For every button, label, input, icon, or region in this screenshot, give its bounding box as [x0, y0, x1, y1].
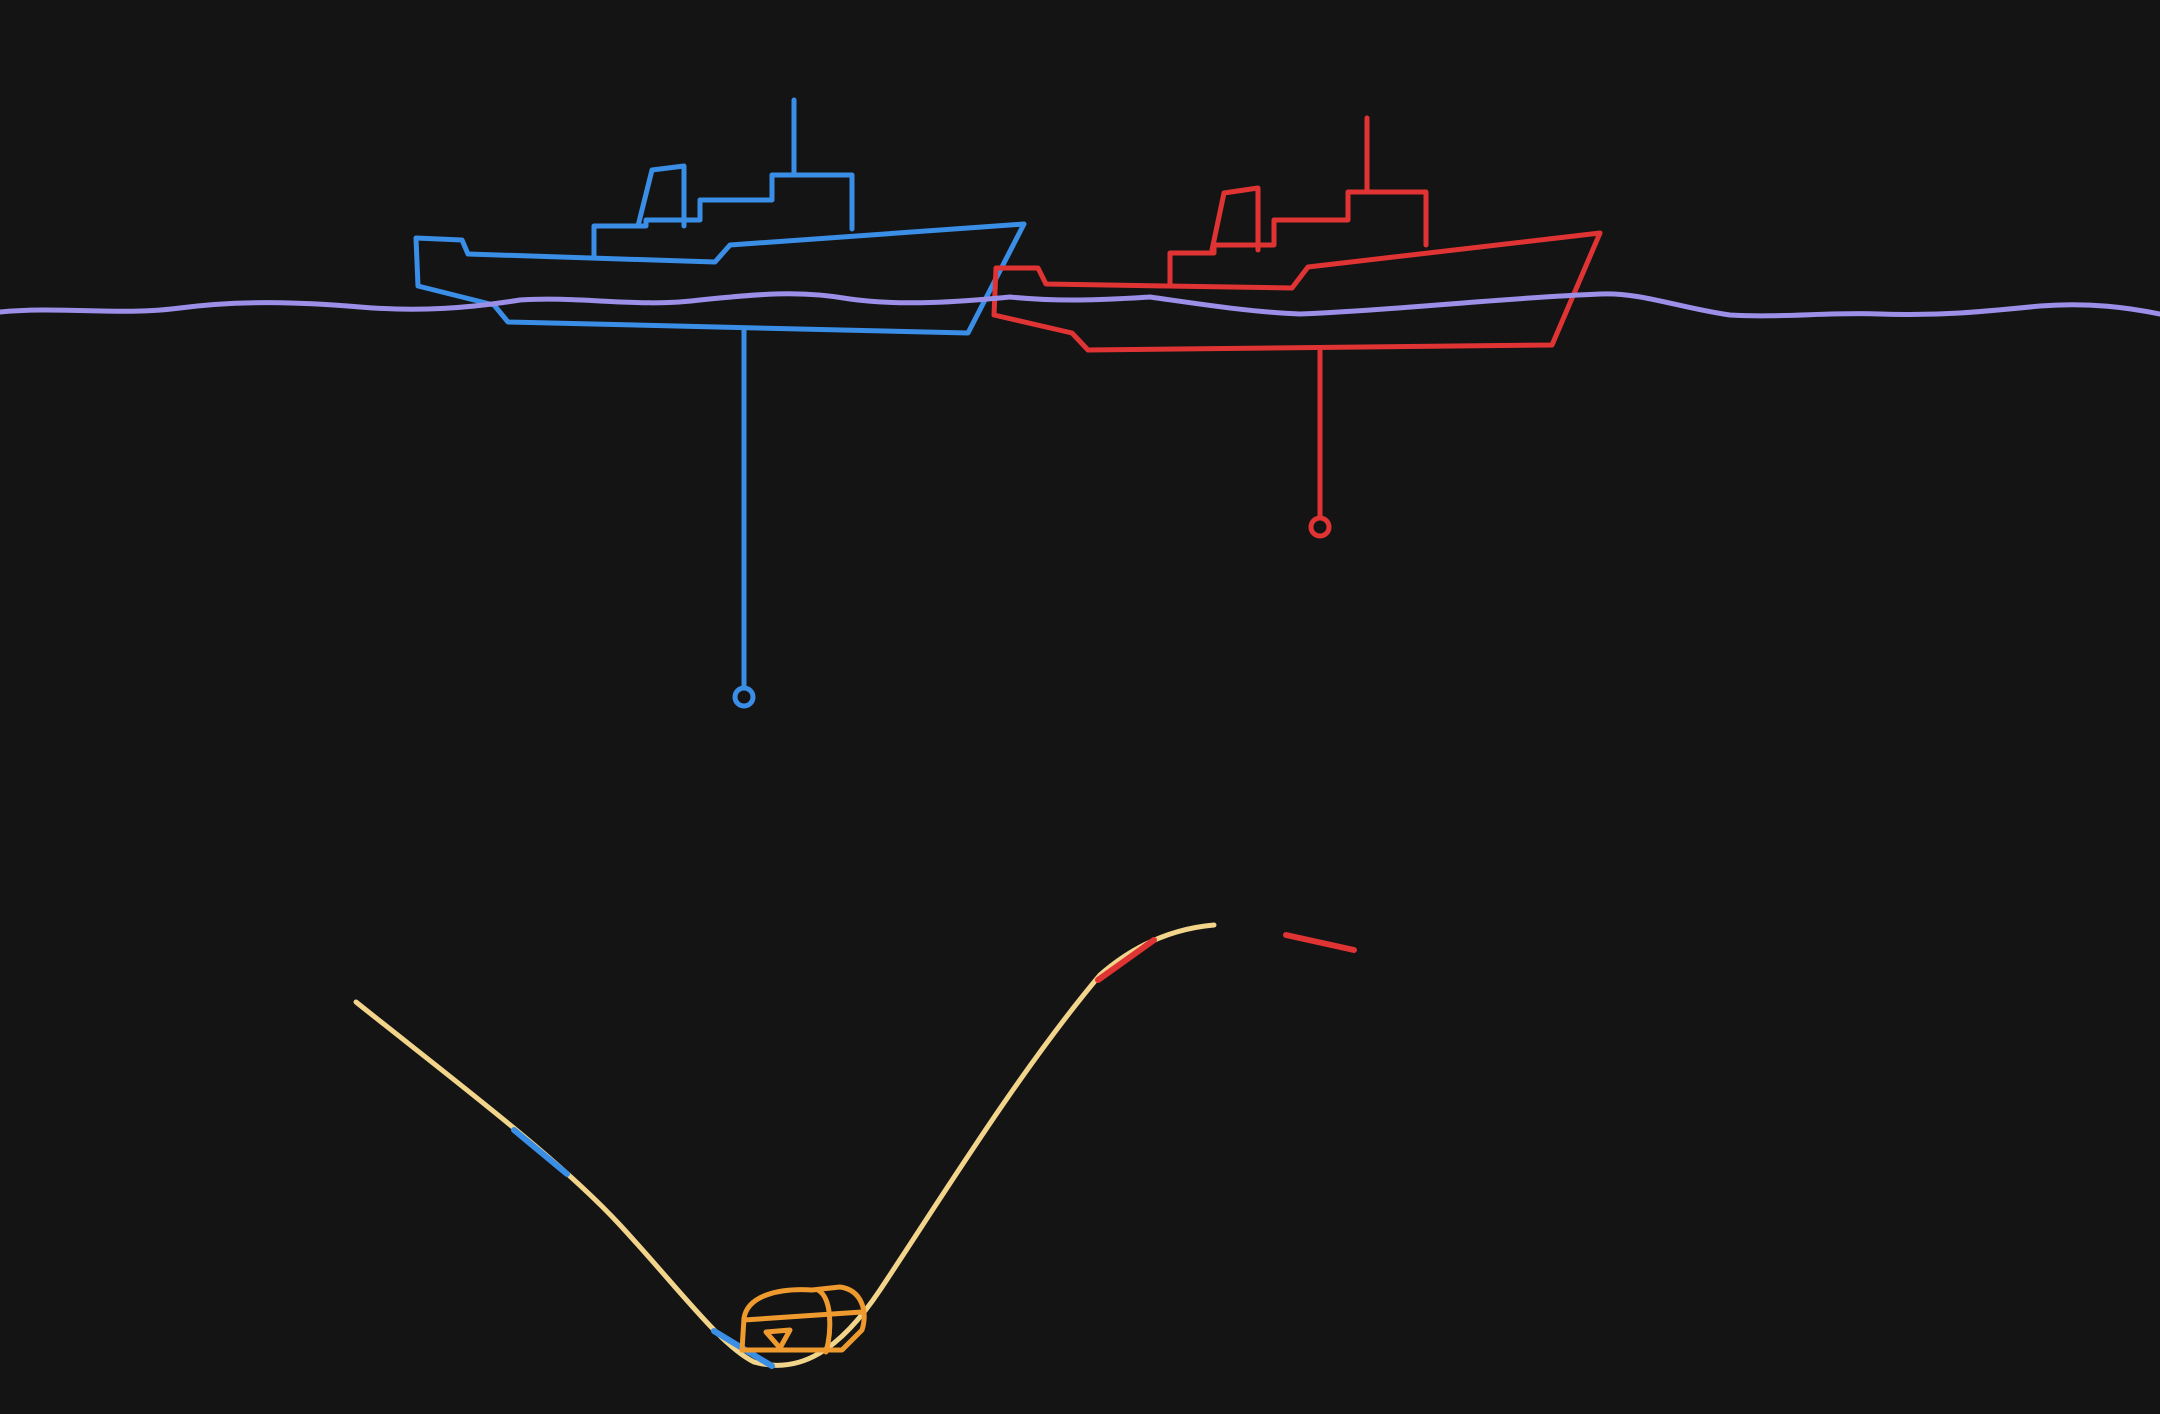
red-floor-marker-detached — [1283, 932, 1357, 953]
blue-sonar-endpoint — [732, 685, 756, 709]
water-surface-line — [0, 291, 2160, 319]
blue-ship-deckhouse — [591, 172, 855, 260]
red-ship-icon — [991, 115, 1603, 353]
chest-body — [739, 1284, 867, 1353]
seafloor-curve — [353, 922, 1217, 1368]
chest-lock — [763, 1327, 793, 1351]
chest-lid-line — [741, 1309, 865, 1323]
red-ship-deckhouse — [1167, 189, 1429, 289]
blue-ship-hull — [413, 221, 1027, 336]
red-ship-funnel — [1209, 185, 1261, 253]
treasure-chest-icon — [739, 1284, 867, 1355]
blue-sonar-probe — [732, 327, 756, 709]
red-sonar-endpoint — [1308, 515, 1332, 539]
red-floor-marker-slope — [1095, 937, 1157, 983]
red-ship-hull — [991, 230, 1603, 353]
red-sonar-probe — [1308, 347, 1332, 539]
blue-ship-funnel — [635, 163, 687, 229]
chest-band — [815, 1287, 833, 1355]
blue-floor-marker-upper — [511, 1127, 570, 1177]
blue-ship-icon — [413, 97, 1027, 336]
